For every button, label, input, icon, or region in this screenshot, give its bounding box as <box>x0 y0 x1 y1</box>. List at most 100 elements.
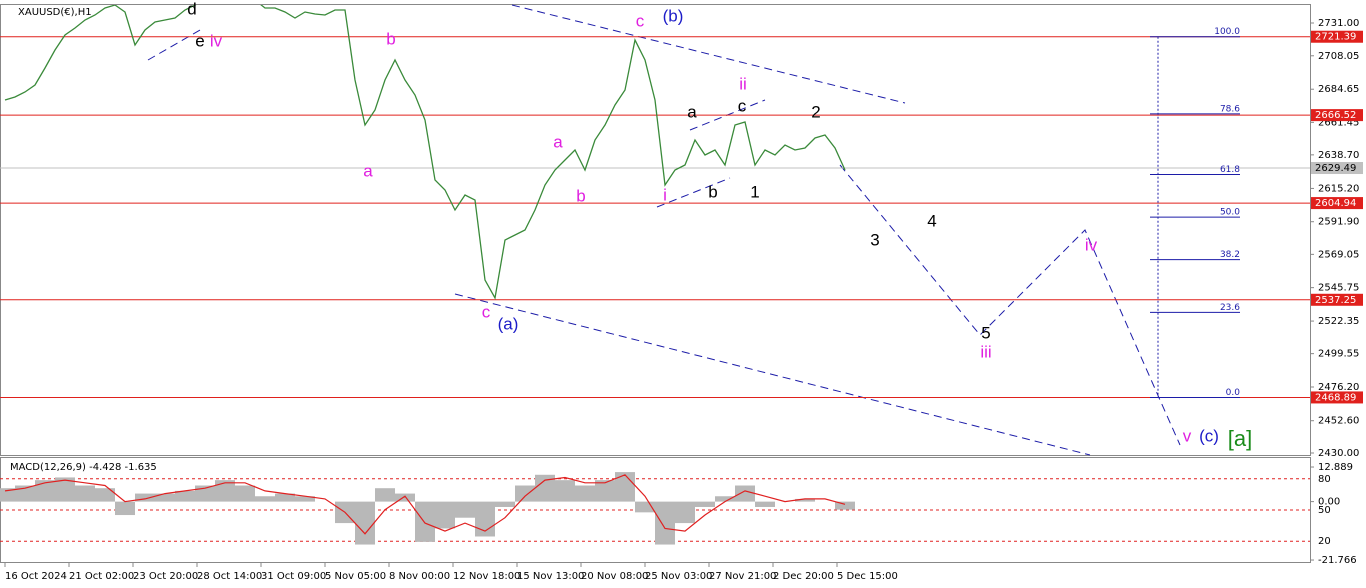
wave-label: e <box>195 31 204 50</box>
macd-bar <box>575 485 595 502</box>
x-tick-label: 28 Oct 14:00 <box>197 571 262 582</box>
macd-bar <box>695 501 715 507</box>
macd-bar <box>455 501 475 518</box>
macd-bar <box>515 485 535 502</box>
level-box <box>1311 391 1363 404</box>
wave-label: 4 <box>927 211 936 230</box>
fib-label: 23.6 <box>1220 303 1240 313</box>
x-tick-label: 8 Nov 00:00 <box>389 571 450 582</box>
macd-bar <box>175 490 195 502</box>
chart-title: XAUUSD(€),H1 <box>18 7 92 18</box>
x-tick-label: 16 Oct 2024 <box>5 571 67 582</box>
signal-level-label: 50 <box>1318 505 1331 516</box>
wave-channel <box>147 4 1181 456</box>
macd-signal <box>4 474 846 535</box>
macd-bar <box>15 485 35 502</box>
macd-bar <box>95 488 115 502</box>
macd-bar <box>255 496 275 502</box>
x-tick-label: 23 Oct 20:00 <box>133 571 198 582</box>
macd-bar <box>795 498 815 502</box>
wave-label: c <box>482 302 491 321</box>
y-tick-label: 2476.20 <box>1318 382 1359 393</box>
level-box <box>1311 197 1363 210</box>
y-tick-label: 2452.60 <box>1318 416 1359 427</box>
wave-label: ii <box>739 74 747 93</box>
macd-bar <box>275 493 295 502</box>
wave-label: 5 <box>981 323 990 342</box>
wave-label: b <box>576 186 585 205</box>
macd-bar <box>615 472 635 502</box>
fib-label: 0.0 <box>1226 388 1241 398</box>
wave-label: c <box>738 96 747 115</box>
macd-bar <box>835 501 855 510</box>
macd-bar <box>55 477 75 502</box>
level-box <box>1311 293 1363 306</box>
macd-bar <box>75 485 95 502</box>
x-tick-label: 20 Nov 08:00 <box>581 571 648 582</box>
macd-tick-label: 0.00 <box>1318 497 1340 508</box>
fib-label: 61.8 <box>1220 165 1240 175</box>
macd-bar <box>215 480 235 502</box>
macd-bar <box>0 488 15 502</box>
wave-label: a <box>363 161 373 180</box>
y-tick-label: 2731.00 <box>1318 18 1359 29</box>
macd-bar <box>735 485 755 502</box>
macd-bar <box>115 501 135 516</box>
level-label: 2468.89 <box>1315 392 1356 403</box>
macd-tick-label: -21.766 <box>1318 555 1357 566</box>
macd-bar <box>35 480 55 502</box>
macd-bar <box>535 474 555 502</box>
wave-label: a <box>687 102 697 121</box>
y-tick-label: 2499.55 <box>1318 349 1359 360</box>
x-tick-label: 5 Dec 15:00 <box>837 571 898 582</box>
wave-label: iii <box>980 342 991 361</box>
current-price-box <box>1311 162 1363 175</box>
x-tick-label: 21 Oct 02:00 <box>69 571 134 582</box>
y-tick-label: 2545.75 <box>1318 283 1359 294</box>
fib-label: 50.0 <box>1220 208 1240 218</box>
x-tick-label: 15 Nov 13:00 <box>517 571 584 582</box>
y-tick-label: 2522.35 <box>1318 316 1359 327</box>
wave-label: (a) <box>498 314 519 333</box>
wave-label: a <box>553 132 563 151</box>
main-frame <box>0 4 1311 456</box>
y-tick-label: 2615.20 <box>1318 183 1359 194</box>
macd-bar <box>715 496 735 502</box>
y-tick-label: 2430.00 <box>1318 448 1359 459</box>
level-label: 2666.52 <box>1315 110 1356 121</box>
x-tick-label: 27 Nov 21:00 <box>709 571 776 582</box>
x-tick-label: 5 Nov 05:00 <box>325 571 386 582</box>
macd-bar <box>595 480 615 502</box>
y-tick-label: 2638.70 <box>1318 150 1359 161</box>
macd-bar <box>495 501 515 507</box>
wave-label: [a] <box>1228 426 1252 451</box>
macd-bar <box>355 501 375 545</box>
y-tick-label: 2569.05 <box>1318 249 1359 260</box>
wave-label: v <box>1183 426 1192 445</box>
y-tick-label: 2661.45 <box>1318 117 1359 128</box>
level-box <box>1311 109 1363 122</box>
wave-label: i <box>663 185 667 204</box>
y-tick-label: 2708.05 <box>1318 51 1359 62</box>
macd-bar <box>755 501 775 507</box>
x-tick-label: 2 Dec 20:00 <box>773 571 834 582</box>
fib-label: 100.0 <box>1214 27 1240 37</box>
wave-label: (b) <box>663 6 684 25</box>
macd-bar <box>235 485 255 502</box>
wave-label: iv <box>210 31 223 50</box>
macd-area <box>0 472 855 545</box>
wave-label: d <box>187 0 196 18</box>
fib-label: 38.2 <box>1220 250 1240 260</box>
x-tick-label: 31 Oct 09:00 <box>261 571 326 582</box>
level-label: 2604.94 <box>1315 198 1356 209</box>
wave-label: b <box>386 29 395 48</box>
macd-bar <box>555 480 575 502</box>
signal-level-label: 80 <box>1318 474 1331 485</box>
wave-label: b <box>708 182 717 201</box>
price-line <box>4 5 846 300</box>
x-tick-label: 25 Nov 03:00 <box>645 571 712 582</box>
price-area <box>0 5 1310 398</box>
wave-label: iv <box>1085 235 1098 254</box>
current-price-label: 2629.49 <box>1315 163 1356 174</box>
